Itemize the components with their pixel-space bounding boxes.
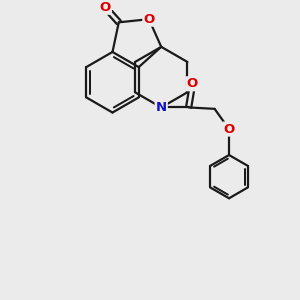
Text: N: N: [156, 101, 167, 114]
Text: O: O: [100, 1, 111, 14]
Text: O: O: [187, 77, 198, 90]
Text: O: O: [224, 123, 235, 136]
Text: O: O: [143, 13, 155, 26]
